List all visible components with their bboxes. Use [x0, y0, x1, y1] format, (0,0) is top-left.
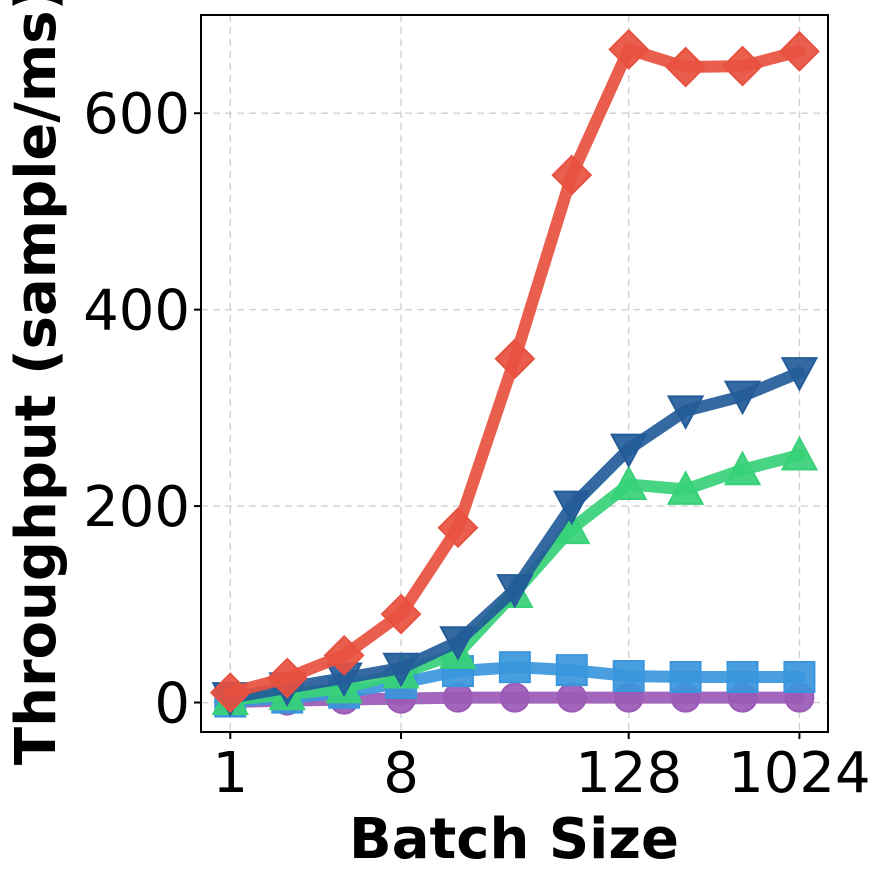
x-tick-label: 1024 — [728, 741, 871, 806]
y-tick-label: 400 — [83, 279, 190, 344]
circle-marker — [442, 682, 473, 713]
y-tick-label: 0 — [154, 672, 190, 737]
triangle-down-marker — [780, 357, 819, 392]
x-tick-label: 128 — [575, 741, 682, 806]
triangle-down-marker — [496, 574, 534, 609]
y-tick-label: 600 — [83, 82, 190, 147]
diamond-marker — [323, 634, 365, 676]
diamond-marker — [266, 657, 308, 699]
triangle-down-marker — [610, 433, 648, 469]
square-marker — [555, 654, 588, 687]
axis-ticks: 1 8 128 1024 0 200 400 600 — [83, 82, 871, 806]
series-diamond — [209, 28, 820, 714]
triangle-up-marker — [610, 465, 648, 500]
triangle-up-marker — [780, 435, 819, 471]
square-marker — [726, 660, 759, 693]
series-line — [224, 366, 806, 704]
triangle-down-marker — [723, 380, 762, 416]
triangle-up-marker — [666, 470, 705, 505]
diamond-marker — [209, 672, 251, 714]
triangle-up-marker — [723, 450, 762, 486]
square-marker — [669, 660, 702, 693]
diamond-marker — [380, 593, 422, 635]
diamond-marker — [437, 507, 479, 549]
circle-marker — [499, 682, 530, 713]
y-tick-label: 200 — [83, 475, 190, 540]
y-axis-title: Throughput (sample/ms) — [4, 0, 69, 765]
square-marker — [498, 651, 531, 684]
triangle-down-marker — [553, 490, 591, 526]
series-group — [209, 28, 820, 718]
x-tick-label: 1 — [212, 741, 248, 806]
x-tick-label: 8 — [383, 741, 419, 806]
diamond-marker — [494, 338, 536, 380]
square-marker — [783, 660, 816, 693]
diamond-marker — [722, 45, 763, 87]
diamond-marker — [779, 30, 820, 72]
diamond-marker — [608, 28, 650, 70]
diamond-marker — [665, 46, 707, 88]
triangle-down-marker — [666, 395, 705, 430]
diamond-marker — [551, 154, 593, 196]
x-axis-title: Batch Size — [349, 807, 679, 872]
triangle-down-marker — [439, 626, 477, 661]
triangle-down-marker — [382, 652, 420, 688]
plot-frame — [200, 14, 829, 733]
square-marker — [612, 660, 645, 693]
circle-marker — [556, 682, 587, 713]
